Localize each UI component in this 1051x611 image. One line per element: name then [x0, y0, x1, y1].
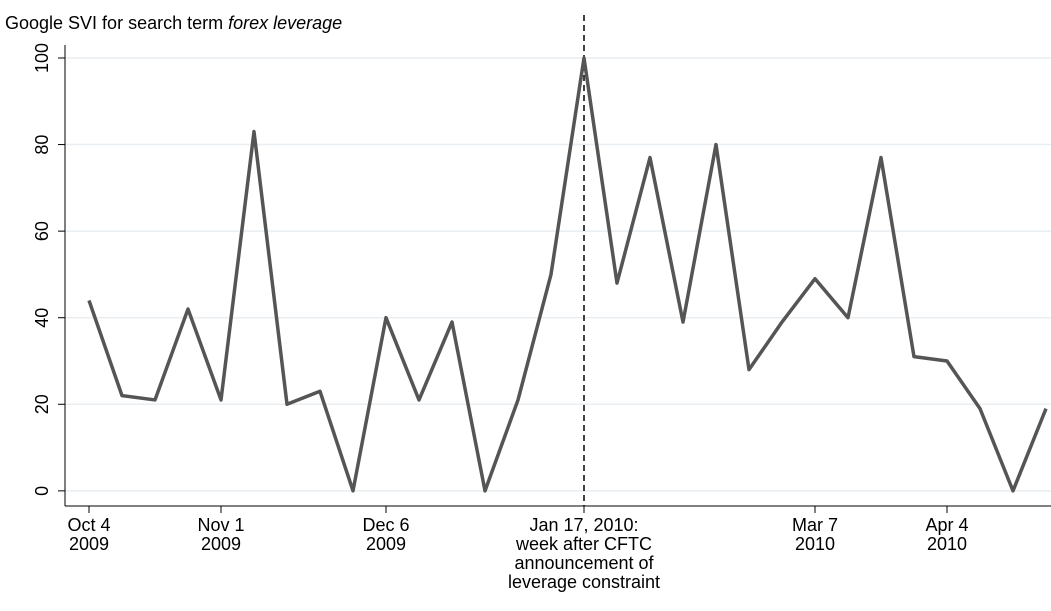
y-tick-label: 20: [32, 394, 52, 414]
x-tick-label-line: leverage constraint: [508, 572, 660, 592]
x-tick-label-line: announcement of: [514, 553, 654, 573]
chart-title: Google SVI for search term forex leverag…: [5, 13, 342, 33]
x-tick-label-line: Oct 4: [67, 515, 110, 535]
x-tick-label-line: Nov 1: [197, 515, 244, 535]
x-tick-label: Nov 1 2009: [197, 515, 244, 554]
x-tick-label-line: 2009: [366, 534, 406, 554]
y-tick-label: 60: [32, 221, 52, 241]
title-text: Google SVI for search term: [5, 13, 223, 33]
x-tick-label-line: 2009: [69, 534, 109, 554]
x-tick-label-line: 2009: [201, 534, 241, 554]
title-emphasis: forex leverage: [228, 13, 342, 33]
x-tick-label-line: 2010: [795, 534, 835, 554]
x-tick-label-line: Apr 4: [925, 515, 968, 535]
x-tick-label-line: 2010: [927, 534, 967, 554]
x-tick-label: Dec 6 2009: [362, 515, 409, 554]
series-line: [87, 56, 1048, 493]
x-tick-label-line: Jan 17, 2010:: [529, 515, 638, 535]
x-tick-label: Apr 4 2010: [925, 515, 968, 554]
y-tick-label: 40: [32, 308, 52, 328]
y-tick-label: 80: [32, 135, 52, 155]
x-tick-label-line: Mar 7: [792, 515, 838, 535]
x-tick-label: Jan 17, 2010: week after CFTC announcement…: [508, 515, 660, 592]
x-tick-label: Oct 4 2009: [67, 515, 110, 554]
y-tick-label: 100: [32, 43, 52, 73]
x-tick-label-line: Dec 6: [362, 515, 409, 535]
y-tick-label: 0: [32, 486, 52, 496]
x-tick-label: Mar 7 2010: [792, 515, 838, 554]
x-tick-label-line: week after CFTC: [515, 534, 652, 554]
